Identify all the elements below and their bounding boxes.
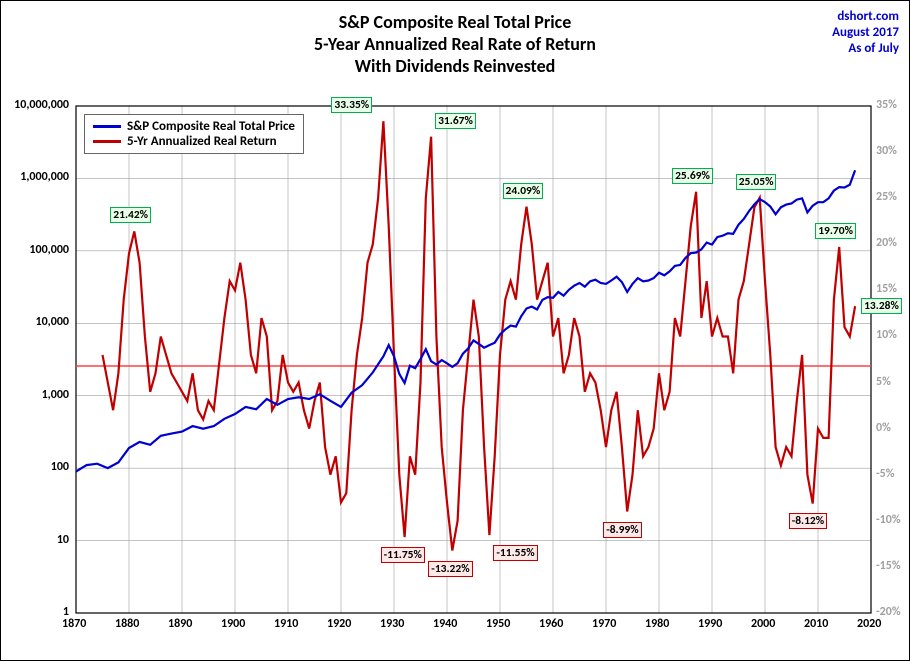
- callout-label: -8.12%: [789, 513, 827, 529]
- y-right-tick-label: -5%: [876, 467, 895, 481]
- x-tick-label: 1870: [62, 617, 86, 631]
- x-tick-label: 1920: [327, 617, 351, 631]
- y-left-tick-label: 100,000: [29, 243, 69, 257]
- callout-label: -13.22%: [428, 561, 472, 577]
- callout-label: 25.69%: [672, 168, 713, 184]
- y-left-tick-label: 1,000,000: [20, 170, 69, 184]
- legend: S&P Composite Real Total Price 5-Yr Annu…: [84, 114, 304, 154]
- y-right-tick-label: -10%: [876, 513, 901, 527]
- x-tick-label: 1910: [274, 617, 298, 631]
- y-right-tick-label: 15%: [876, 282, 897, 296]
- y-right-tick-label: 0%: [876, 421, 891, 435]
- callout-label: 31.67%: [435, 113, 476, 129]
- legend-swatch-return: [93, 140, 121, 143]
- y-left-tick-label: 100: [51, 460, 69, 474]
- callout-label: 24.09%: [503, 183, 544, 199]
- callout-label: 25.05%: [736, 174, 777, 190]
- x-tick-label: 1950: [486, 617, 510, 631]
- legend-item-return: 5-Yr Annualized Real Return: [93, 134, 295, 149]
- y-right-tick-label: 5%: [876, 375, 891, 389]
- y-left-tick-label: 1,000: [42, 388, 69, 402]
- callout-label: 19.70%: [815, 223, 856, 239]
- callout-label: 33.35%: [331, 97, 372, 113]
- y-right-tick-label: 20%: [876, 236, 897, 250]
- callout-label: -8.99%: [603, 522, 641, 538]
- x-tick-label: 2020: [857, 617, 881, 631]
- legend-swatch-price: [93, 125, 121, 128]
- y-right-tick-label: 35%: [876, 98, 897, 112]
- y-left-tick-label: 10,000: [35, 315, 69, 329]
- legend-label-price: S&P Composite Real Total Price: [127, 119, 295, 134]
- y-right-tick-label: 10%: [876, 328, 897, 342]
- legend-label-return: 5-Yr Annualized Real Return: [127, 134, 277, 149]
- x-tick-label: 1990: [698, 617, 722, 631]
- callout-label: -11.55%: [493, 545, 537, 561]
- x-tick-label: 1940: [433, 617, 457, 631]
- callout-label: -11.75%: [381, 547, 425, 563]
- y-left-tick-label: 10,000,000: [14, 98, 69, 112]
- x-tick-label: 1980: [645, 617, 669, 631]
- x-tick-label: 1900: [221, 617, 245, 631]
- chart-container: dshort.com August 2017 As of July S&P Co…: [0, 0, 910, 661]
- callout-label: 21.42%: [110, 207, 151, 223]
- y-right-tick-label: -15%: [876, 559, 901, 573]
- x-tick-label: 1960: [539, 617, 563, 631]
- legend-item-price: S&P Composite Real Total Price: [93, 119, 295, 134]
- y-right-tick-label: -20%: [876, 605, 901, 619]
- y-left-tick-label: 10: [57, 533, 69, 547]
- x-tick-label: 2010: [804, 617, 828, 631]
- y-right-tick-label: 30%: [876, 144, 897, 158]
- x-tick-label: 1880: [115, 617, 139, 631]
- x-tick-label: 2000: [751, 617, 775, 631]
- x-tick-label: 1970: [592, 617, 616, 631]
- x-tick-label: 1930: [380, 617, 404, 631]
- x-tick-label: 1890: [168, 617, 192, 631]
- callout-label: 13.28%: [861, 298, 902, 314]
- y-right-tick-label: 25%: [876, 190, 897, 204]
